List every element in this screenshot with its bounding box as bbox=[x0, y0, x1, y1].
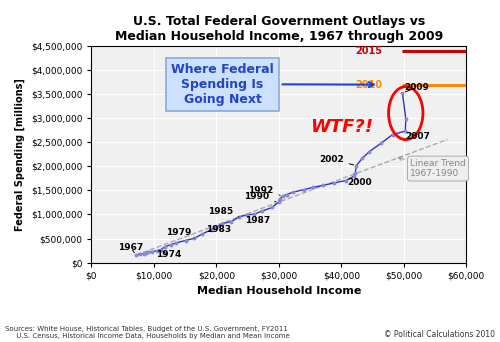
Text: 2015: 2015 bbox=[355, 47, 382, 56]
Text: 1967: 1967 bbox=[118, 243, 144, 253]
Text: Linear Trend
1967-1990: Linear Trend 1967-1990 bbox=[398, 157, 466, 178]
Text: 1992: 1992 bbox=[248, 186, 280, 195]
Text: 1983: 1983 bbox=[206, 225, 232, 234]
Text: 2000: 2000 bbox=[348, 178, 372, 187]
Y-axis label: Federal Spending [millions]: Federal Spending [millions] bbox=[15, 78, 26, 231]
Text: 1990: 1990 bbox=[244, 193, 276, 201]
Text: 1985: 1985 bbox=[208, 207, 239, 217]
Text: 2010: 2010 bbox=[355, 80, 382, 90]
Text: 2009: 2009 bbox=[404, 83, 428, 92]
Text: 2007: 2007 bbox=[406, 132, 430, 141]
Text: 1987: 1987 bbox=[244, 216, 270, 225]
X-axis label: Median Household Income: Median Household Income bbox=[196, 286, 361, 296]
Text: © Political Calculations 2010: © Political Calculations 2010 bbox=[384, 330, 495, 339]
Text: 1974: 1974 bbox=[156, 250, 181, 260]
Text: Sources: White House, Historical Tables, Budget of the U.S. Government, FY2011
 : Sources: White House, Historical Tables,… bbox=[5, 326, 290, 339]
Text: 2002: 2002 bbox=[319, 155, 354, 165]
Title: U.S. Total Federal Government Outlays vs
Median Household Income, 1967 through 2: U.S. Total Federal Government Outlays vs… bbox=[114, 15, 443, 43]
Text: 1979: 1979 bbox=[166, 228, 194, 238]
Text: WTF?!: WTF?! bbox=[310, 118, 373, 135]
Text: Where Federal
Spending Is
Going Next: Where Federal Spending Is Going Next bbox=[171, 63, 374, 106]
